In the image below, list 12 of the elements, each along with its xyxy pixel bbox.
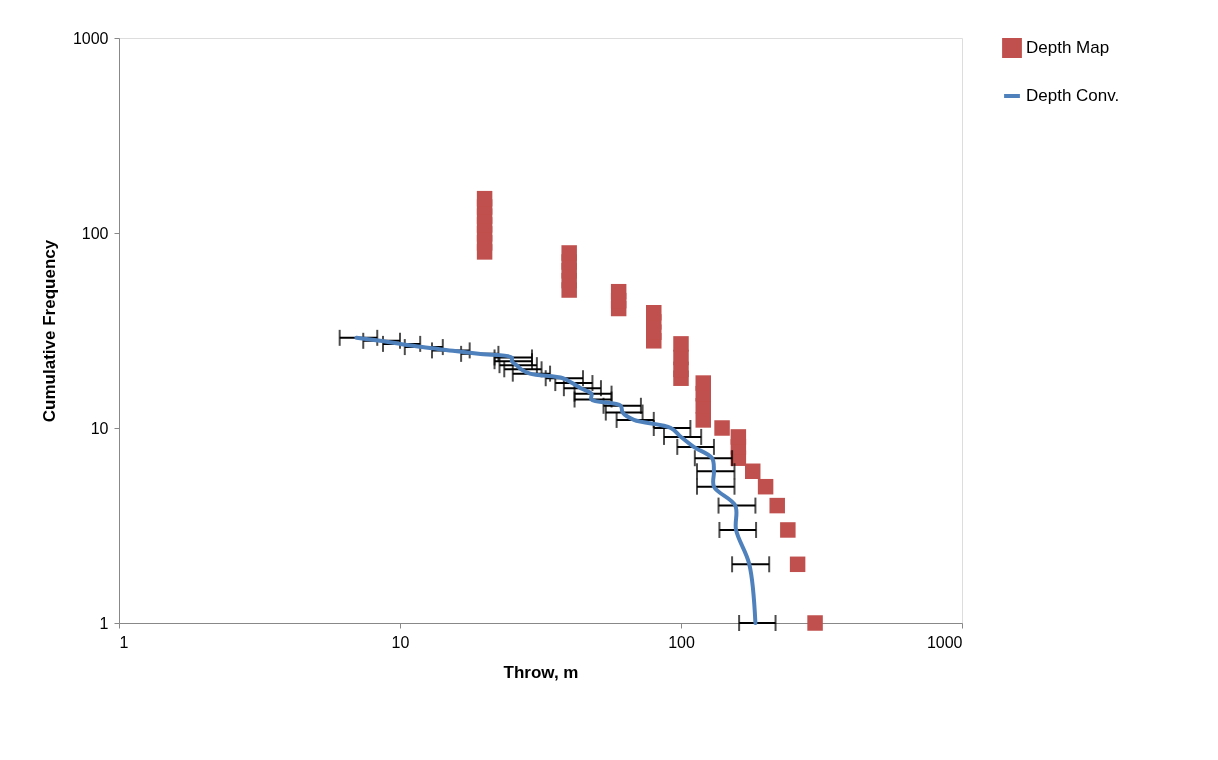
y-tick-label: 100: [81, 224, 109, 242]
x-tick-label: 10: [391, 633, 410, 651]
x-tick-label: 1000: [926, 633, 963, 651]
legend-label: Depth Map: [1026, 38, 1110, 57]
y-tick-label: 1000: [72, 29, 109, 47]
y-tick-label: 1: [99, 614, 109, 632]
x-tick-label: 100: [668, 633, 695, 651]
x-tick-label: 1: [119, 633, 129, 651]
y-tick-label: 10: [90, 419, 109, 437]
legend-label: Depth Conv.: [1026, 86, 1120, 105]
y-axis-title: Cumulative Frequency: [39, 239, 59, 423]
x-axis-title: Throw, m: [503, 662, 579, 682]
